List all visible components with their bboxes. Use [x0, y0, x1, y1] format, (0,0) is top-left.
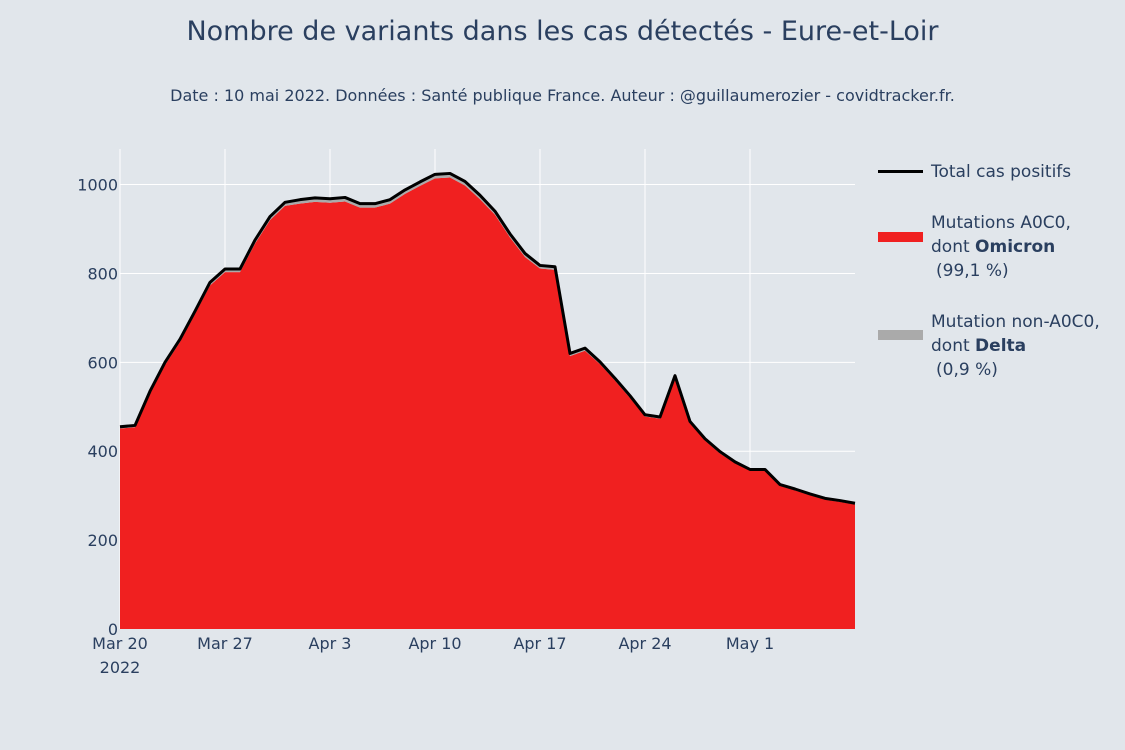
legend-label-delta: Mutation non-A0C0, dont Delta (0,9 %) — [931, 310, 1100, 382]
line-layer — [119, 171, 856, 505]
x-tick-label: Mar 27 — [197, 634, 253, 653]
legend-delta-prefix: dont — [931, 336, 976, 356]
legend-swatch-delta — [878, 330, 923, 340]
x-tick-label: Apr 24 — [618, 634, 671, 653]
legend-swatch-omicron — [878, 232, 923, 242]
legend-swatch-total — [878, 170, 923, 173]
legend-omicron-line1: Mutations A0C0, — [931, 213, 1071, 233]
legend-delta-bold: Delta — [975, 336, 1027, 356]
area-layer — [120, 173, 855, 629]
legend-omicron-prefix: dont — [931, 237, 976, 257]
legend-label-total: Total cas positifs — [931, 162, 1072, 182]
x-tick-sublabel: 2022 — [100, 658, 141, 677]
y-tick-label: 200 — [87, 531, 118, 550]
legend-label-omicron: Mutations A0C0, dont Omicron (99,1 %) — [931, 211, 1071, 283]
x-tick-label: Mar 20 — [92, 634, 148, 653]
chart-title: Nombre de variants dans les cas détectés… — [186, 16, 939, 47]
y-tick-label: 1000 — [77, 176, 118, 195]
legend-omicron-line2: dont Omicron — [931, 235, 1071, 259]
x-tick-label: Apr 10 — [408, 634, 461, 653]
x-tick-label: Apr 3 — [309, 634, 352, 653]
y-tick-label: 600 — [87, 353, 118, 372]
y-tick-label: 400 — [87, 442, 118, 461]
legend-omicron-bold: Omicron — [975, 237, 1056, 257]
x-tick-label: May 1 — [726, 634, 774, 653]
y-tick-label: 800 — [87, 264, 118, 283]
x-tick-label: Apr 17 — [513, 634, 566, 653]
legend-delta-line3: (0,9 %) — [936, 360, 998, 380]
legend-delta-line2: dont Delta — [931, 334, 1100, 358]
total-cases-line — [119, 171, 856, 505]
omicron-area — [120, 177, 855, 629]
legend-omicron-line3: (99,1 %) — [936, 261, 1009, 281]
axis-layer: 0 200 400 600 800 1000 Mar 20 2022 Mar 27 Apr 3 Ap… — [77, 176, 774, 677]
chart-subtitle: Date : 10 mai 2022. Données : Santé publ… — [170, 86, 955, 105]
y-tick-label: 0 — [108, 620, 118, 639]
legend-delta-line1: Mutation non-A0C0, — [931, 312, 1100, 332]
